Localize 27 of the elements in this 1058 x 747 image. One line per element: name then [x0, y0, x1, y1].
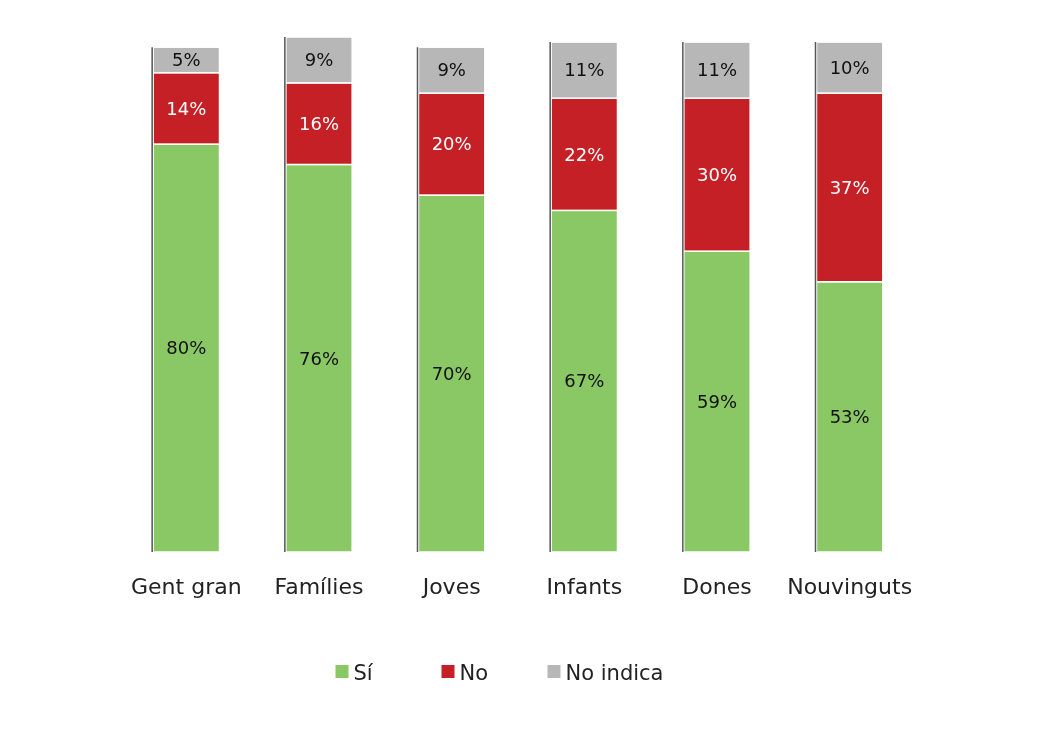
x-tick-label: Joves [420, 574, 481, 599]
x-tick-label: Infants [546, 574, 623, 599]
data-label: 30% [696, 163, 738, 185]
data-label: 9% [304, 49, 334, 71]
data-label: 76% [298, 347, 340, 369]
data-label: 37% [829, 176, 870, 198]
legend-label: Sí [353, 661, 374, 686]
x-tick-label: Famílies [274, 574, 364, 599]
data-label: 53% [829, 406, 870, 428]
data-label: 22% [564, 143, 605, 165]
data-label: 9% [437, 59, 466, 81]
data-label: 10% [829, 56, 870, 78]
data-label: 11% [564, 59, 605, 81]
x-tick-label: Gent gran [131, 574, 242, 599]
data-label: 16% [298, 112, 340, 134]
legend-label: No indica [565, 661, 664, 686]
data-label: 14% [166, 97, 207, 119]
x-tick-label: Dones [682, 574, 752, 599]
data-label: 67% [564, 370, 605, 392]
data-label: 70% [431, 362, 472, 384]
data-label: 59% [696, 390, 738, 412]
data-label: 11% [696, 59, 738, 81]
data-label: 20% [431, 133, 472, 155]
legend-label: No [459, 661, 489, 686]
x-tick-label: Nouvinguts [787, 574, 913, 599]
data-label: 80% [166, 337, 207, 359]
data-label: 5% [172, 49, 201, 71]
